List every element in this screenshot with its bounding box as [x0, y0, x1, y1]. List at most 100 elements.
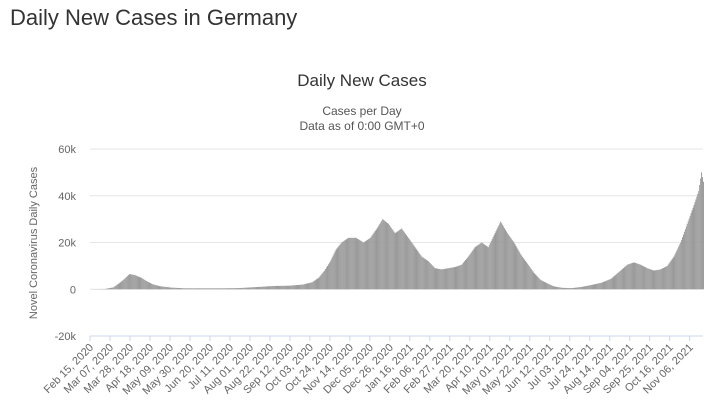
bar [249, 287, 251, 290]
bar [275, 285, 277, 290]
bar [207, 288, 209, 290]
bar [236, 288, 238, 290]
bar [380, 222, 382, 290]
bar [156, 285, 158, 290]
bar [503, 226, 505, 290]
bar [576, 287, 578, 290]
bar [526, 263, 528, 290]
bar [678, 246, 680, 290]
bar [375, 229, 377, 290]
bar [129, 274, 130, 290]
bar [433, 267, 435, 290]
bar [154, 284, 156, 290]
bar [451, 267, 453, 290]
bar [670, 260, 672, 290]
bar [443, 269, 445, 290]
bar [513, 242, 515, 290]
bar [414, 247, 416, 290]
bar [425, 259, 427, 290]
bar [597, 283, 599, 290]
bar [563, 287, 565, 290]
bar [215, 288, 217, 290]
bar [662, 268, 664, 290]
bar [158, 285, 160, 290]
bar [347, 237, 349, 290]
bar [152, 284, 154, 290]
bar [196, 288, 198, 290]
bar [336, 248, 338, 290]
bar [288, 285, 290, 290]
bar [476, 245, 478, 290]
bar [428, 262, 430, 290]
bar [609, 279, 611, 290]
bar [583, 286, 585, 290]
bar [263, 286, 265, 290]
bar [501, 223, 503, 290]
bar [560, 287, 562, 290]
bar [618, 272, 620, 290]
bar [495, 231, 497, 290]
bar [267, 286, 268, 290]
bar [459, 265, 461, 290]
bar [608, 279, 610, 290]
bar [458, 265, 460, 290]
bar [528, 266, 530, 290]
bar [211, 288, 213, 290]
bar [293, 285, 295, 290]
bar [579, 287, 581, 290]
bar [114, 286, 116, 290]
bar [540, 279, 542, 290]
bar [630, 263, 632, 290]
bar [591, 284, 593, 290]
bar [487, 247, 489, 290]
bar [611, 277, 613, 290]
bar [488, 245, 490, 290]
bar [642, 265, 644, 290]
bar [572, 287, 574, 290]
bar [646, 268, 648, 290]
bar [562, 287, 564, 290]
bar [413, 245, 415, 290]
bar [512, 241, 514, 290]
bar [235, 288, 237, 290]
bar [297, 284, 299, 290]
bar [188, 288, 189, 290]
bar [217, 288, 219, 290]
bar [124, 278, 126, 290]
bar [326, 267, 328, 290]
bar [279, 285, 281, 290]
bar [151, 284, 153, 290]
bar [253, 287, 255, 290]
bar [549, 284, 551, 290]
bar [335, 249, 337, 290]
bar [327, 265, 328, 290]
bar [429, 263, 431, 290]
bar [589, 285, 591, 290]
bar [149, 282, 150, 290]
bar [435, 268, 437, 290]
bar [412, 244, 414, 290]
bar [265, 286, 267, 290]
bar [163, 286, 165, 290]
bar [546, 283, 548, 290]
bar [535, 274, 537, 290]
bar [209, 288, 211, 290]
bar [191, 288, 193, 290]
bar [623, 268, 624, 290]
bar [387, 223, 389, 290]
bar [567, 287, 569, 290]
bar [144, 279, 146, 290]
bar [402, 229, 404, 290]
bar [239, 288, 241, 290]
bar [404, 232, 406, 290]
bar [219, 288, 221, 290]
bar [456, 266, 458, 290]
bar [631, 263, 633, 290]
bar [557, 287, 559, 290]
bar [561, 287, 563, 290]
bar [319, 276, 321, 290]
bar [331, 257, 333, 290]
bar [180, 288, 182, 290]
bar [703, 181, 704, 290]
bar [317, 278, 319, 290]
